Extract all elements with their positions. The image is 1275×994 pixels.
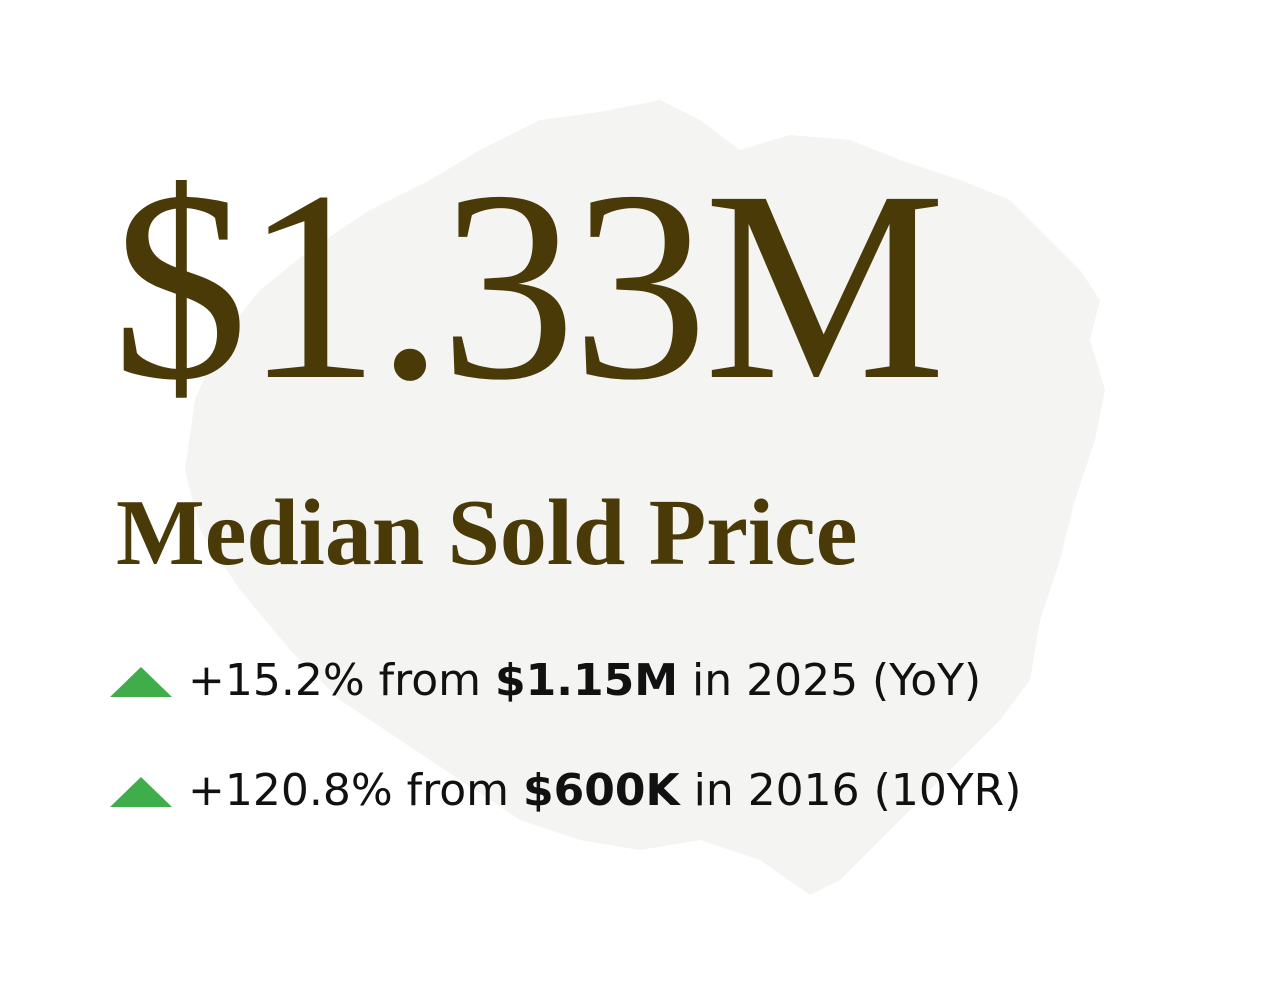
headline-value: $1.33M: [112, 135, 946, 436]
headline-label: Median Sold Price: [116, 481, 858, 585]
change-row: +120.8% from $600K in 2016 (10YR): [110, 765, 1021, 816]
up-triangle: [110, 776, 172, 807]
up-triangle: [110, 666, 172, 697]
change-row: +15.2% from $1.15M in 2025 (YoY): [110, 655, 981, 706]
change-base: $600K: [523, 765, 680, 816]
change-trail: in 2025 (YoY): [692, 655, 982, 706]
change-lead: +120.8% from: [188, 765, 510, 816]
change-base: $1.15M: [495, 655, 678, 706]
change-lead: +15.2% from: [188, 655, 482, 706]
change-trail: in 2016 (10YR): [693, 765, 1022, 816]
